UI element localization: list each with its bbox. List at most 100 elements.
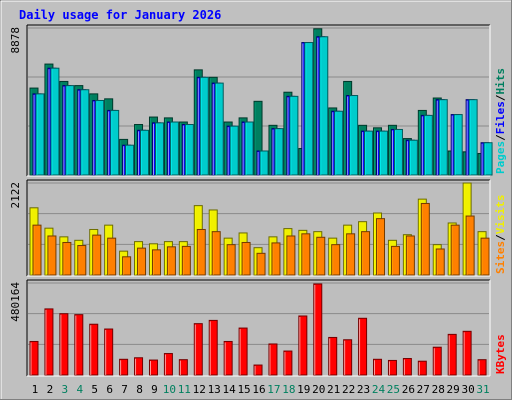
x-tick-day-10: 10 [163, 383, 176, 396]
bar-sites-day-28 [435, 248, 445, 276]
legend-visits: Visits [494, 195, 507, 235]
bar-body [178, 359, 188, 376]
x-tick-day-23: 23 [357, 383, 370, 396]
bar-sites-day-12 [196, 228, 206, 276]
y-max-label: 2122 [9, 182, 22, 209]
bar-body [47, 235, 57, 276]
bar-kbytes-day-25 [387, 359, 397, 376]
bar-sites-day-2 [47, 235, 57, 276]
bar-body [402, 358, 412, 376]
bar-kbytes-day-22 [343, 339, 353, 376]
bar-pages-day-8 [140, 129, 150, 176]
bar-body [301, 233, 311, 276]
bar-kbytes-day-6 [104, 328, 114, 376]
bar-body [358, 317, 368, 376]
bar-body [417, 360, 427, 376]
bar-body [390, 245, 400, 276]
bar-kbytes-day-3 [59, 313, 69, 376]
bar-kbytes-day-21 [328, 336, 338, 376]
bar-sites-day-16 [256, 252, 266, 276]
bar-sites-day-18 [286, 235, 296, 276]
chart-title: Daily usage for January 2026 [19, 8, 221, 22]
bar-pages-day-30 [468, 99, 478, 176]
bar-kbytes-day-18 [283, 350, 293, 376]
x-tick-day-5: 5 [91, 383, 98, 396]
bar-pages-day-6 [110, 109, 120, 176]
x-tick-day-2: 2 [47, 383, 54, 396]
bar-body [289, 95, 299, 176]
bar-body [74, 314, 84, 376]
bar-body [181, 245, 191, 276]
bar-kbytes-day-9 [148, 359, 158, 376]
bar-sites-day-21 [331, 244, 341, 276]
x-tick-day-13: 13 [208, 383, 221, 396]
bar-body [268, 343, 278, 376]
bar-body [62, 241, 72, 276]
bar-pages-day-29 [453, 114, 463, 176]
bar-body [405, 235, 415, 276]
bar-body [393, 128, 403, 176]
bar-body [59, 313, 69, 376]
x-tick-day-19: 19 [297, 383, 310, 396]
bar-sites-day-4 [77, 245, 87, 276]
bar-pages-day-22 [349, 95, 359, 176]
bar-kbytes-day-28 [432, 346, 442, 376]
bar-pages-day-7 [125, 144, 135, 176]
bar-body [453, 114, 463, 176]
bar-kbytes-day-11 [178, 359, 188, 376]
bar-kbytes-day-30 [462, 330, 472, 376]
legend-files: Files [494, 101, 507, 134]
bar-pages-day-17 [274, 128, 284, 176]
bar-sites-day-30 [465, 215, 475, 276]
x-tick-day-24: 24 [372, 383, 386, 396]
x-tick-day-26: 26 [402, 383, 415, 396]
bar-body [193, 323, 203, 376]
x-tick-day-21: 21 [327, 383, 340, 396]
bar-body [349, 95, 359, 176]
bar-body [253, 364, 263, 376]
bar-kbytes-day-7 [119, 358, 129, 376]
x-tick-day-16: 16 [252, 383, 265, 396]
legend-kbytes: KBytes [494, 334, 507, 374]
bar-kbytes-day-26 [402, 358, 412, 376]
bar-sites-day-29 [450, 224, 460, 276]
bar-pages-day-3 [65, 85, 75, 176]
bar-body [256, 252, 266, 276]
bar-sites-day-11 [181, 245, 191, 276]
x-tick-day-4: 4 [76, 383, 83, 396]
bar-body [274, 128, 284, 176]
bar-sites-day-24 [376, 218, 386, 276]
x-tick-day-25: 25 [387, 383, 400, 396]
bar-kbytes-day-16 [253, 364, 263, 376]
x-tick-day-11: 11 [178, 383, 191, 396]
bar-pages-day-13 [214, 82, 224, 176]
legend-sites: Sites [494, 241, 507, 274]
bar-kbytes-day-23 [358, 317, 368, 376]
x-tick-day-20: 20 [312, 383, 325, 396]
bar-body [376, 218, 386, 276]
bar-sites-day-8 [137, 247, 147, 276]
bar-body [283, 350, 293, 376]
bar-pages-day-5 [95, 99, 105, 176]
chart-panel-3: 480164 KBytes [9, 279, 507, 377]
bar-sites-day-6 [107, 237, 117, 276]
bar-pages-day-26 [408, 139, 418, 176]
bar-body [408, 139, 418, 176]
bar-sites-day-3 [62, 241, 72, 276]
bar-kbytes-day-20 [313, 283, 323, 376]
y-max-label: 8878 [9, 27, 22, 54]
bar-body [208, 319, 218, 376]
x-tick-day-7: 7 [121, 383, 128, 396]
bar-pages-day-20 [319, 36, 329, 176]
x-tick-day-27: 27 [417, 383, 430, 396]
bar-pages-day-16 [259, 150, 269, 176]
panel-legend: Sites/Visits [494, 195, 507, 275]
bar-body [140, 129, 150, 176]
bar-body [462, 330, 472, 376]
bar-pages-day-12 [199, 76, 209, 176]
bar-pages-day-11 [184, 123, 194, 176]
x-tick-day-22: 22 [342, 383, 355, 396]
bar-body [122, 256, 132, 276]
